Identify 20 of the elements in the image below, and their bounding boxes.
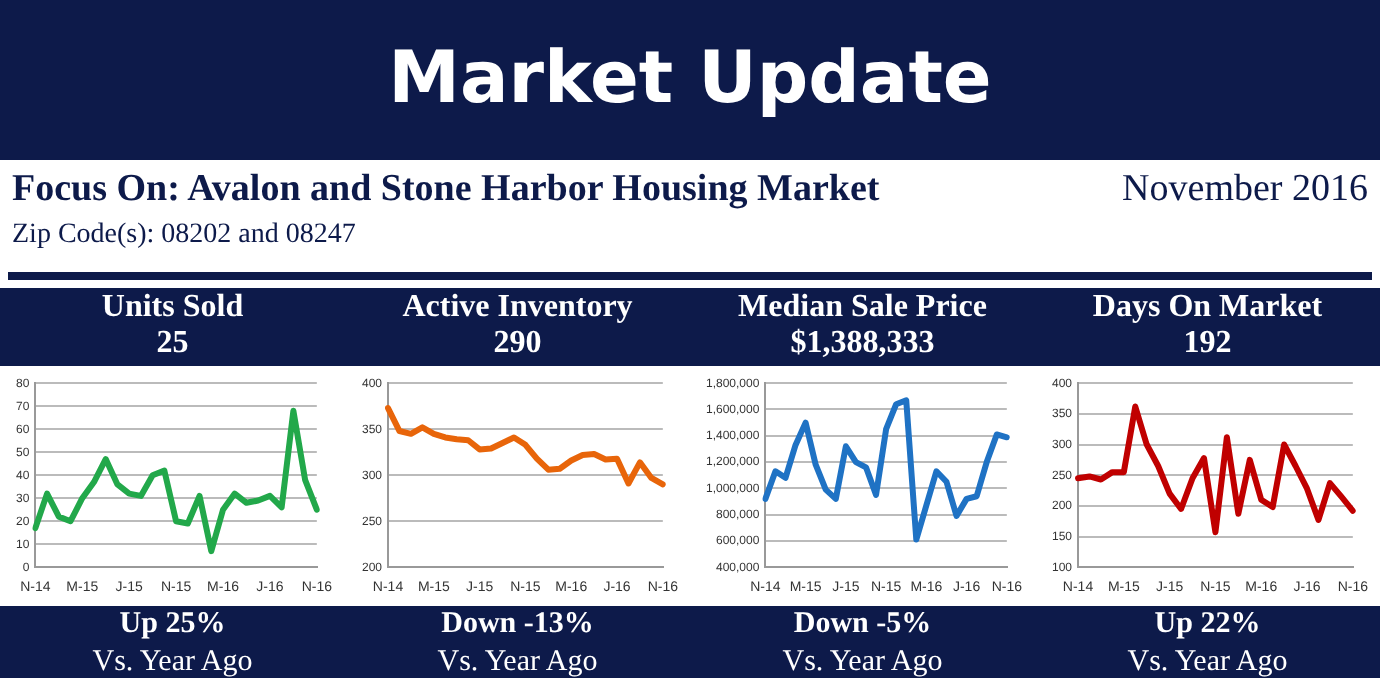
text: Vs. Year Ago [435, 644, 600, 678]
text: Up 22% [1152, 606, 1263, 644]
chart-title: Units Sold [99, 290, 246, 326]
text: Vs. Year Ago [1125, 644, 1290, 678]
text: Focus On: Avalon and Stone Harbor Housing Market [12, 168, 880, 212]
text: Down -5% [791, 606, 934, 644]
text: November 2016 [1122, 168, 1368, 212]
chart-title: Median Sale Price [736, 290, 989, 326]
text: Market Update [388, 38, 992, 120]
text: Vs. Year Ago [90, 644, 255, 678]
text: Vs. Year Ago [780, 644, 945, 678]
chart-title: Active Inventory [400, 290, 635, 326]
chart-subtitle: $1,388,333 [788, 326, 937, 362]
chart-subtitle: 290 [491, 326, 544, 362]
text: Up 25% [117, 606, 228, 644]
chart-subtitle: 25 [154, 326, 191, 362]
chart-title: Days On Market [1090, 290, 1325, 326]
text: Down -13% [439, 606, 596, 644]
chart-subtitle: 192 [1181, 326, 1234, 362]
text: Zip Code(s): 08202 and 08247 [12, 220, 356, 252]
